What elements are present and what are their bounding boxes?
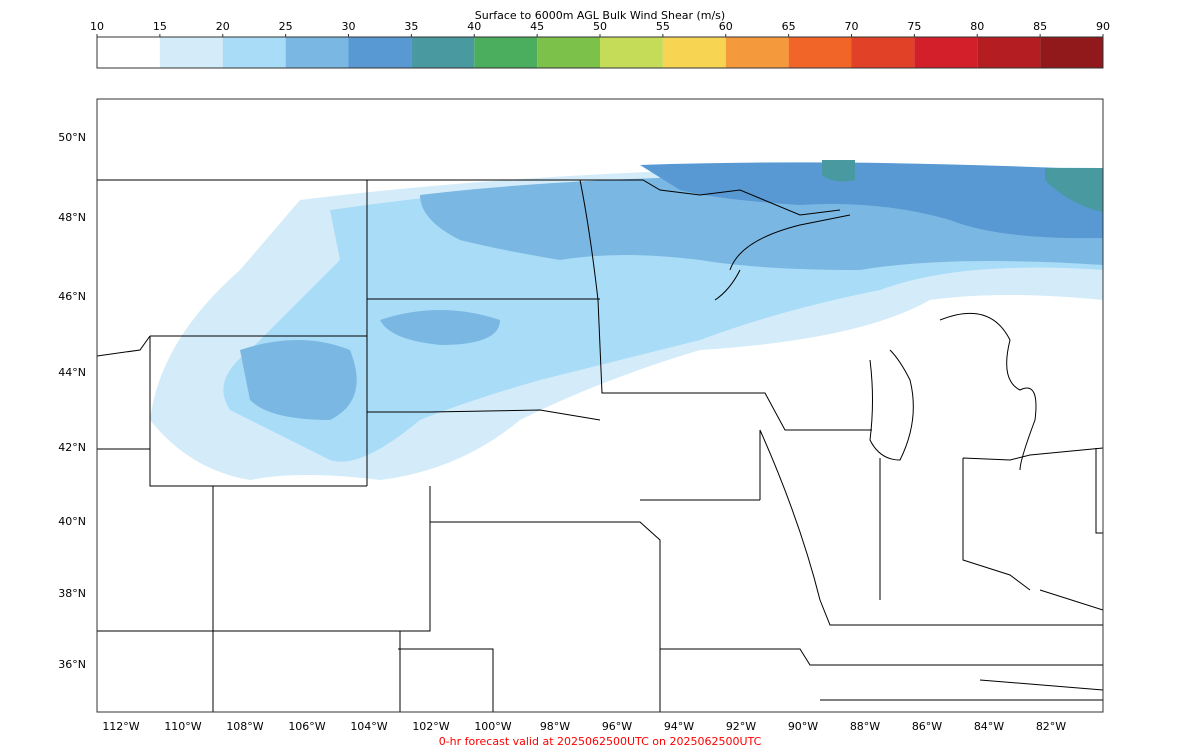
colorbar-tick-label: 75 bbox=[907, 20, 921, 33]
colorbar-segment bbox=[788, 37, 852, 68]
colorbar-segment bbox=[474, 37, 538, 68]
colorbar-tick-label: 30 bbox=[342, 20, 356, 33]
colorbar-segment bbox=[411, 37, 475, 68]
colorbar-tick-label: 60 bbox=[719, 20, 733, 33]
lon-label: 96°W bbox=[602, 720, 632, 733]
lon-label: 86°W bbox=[912, 720, 942, 733]
colorbar-segment bbox=[97, 37, 160, 68]
colorbar-segment bbox=[1040, 37, 1103, 68]
lon-label: 82°W bbox=[1036, 720, 1066, 733]
map bbox=[97, 99, 1103, 712]
colorbar-segment bbox=[600, 37, 663, 68]
colorbar-segment bbox=[348, 37, 412, 68]
colorbar-tick-label: 15 bbox=[153, 20, 167, 33]
lat-label: 48°N bbox=[58, 211, 86, 224]
axis-labels: 112°W 110°W 108°W 106°W 104°W 102°W 100°W 98°W 9… bbox=[58, 131, 1066, 733]
lon-label: 108°W bbox=[226, 720, 263, 733]
map-frame bbox=[96, 98, 1104, 713]
lon-label: 100°W bbox=[474, 720, 511, 733]
colorbar-segment bbox=[537, 37, 600, 68]
colorbar-segment bbox=[285, 37, 349, 68]
colorbar-tick-label: 45 bbox=[530, 20, 544, 33]
lat-label: 44°N bbox=[58, 366, 86, 379]
colorbar-frame bbox=[96, 36, 1104, 69]
colorbar-tick-label: 40 bbox=[467, 20, 481, 33]
lat-label: 42°N bbox=[58, 441, 86, 454]
lat-label: 46°N bbox=[58, 290, 86, 303]
colorbar-tick-label: 55 bbox=[656, 20, 670, 33]
lon-label: 98°W bbox=[540, 720, 570, 733]
lon-label: 94°W bbox=[664, 720, 694, 733]
lon-label: 110°W bbox=[164, 720, 201, 733]
lat-label: 36°N bbox=[58, 658, 86, 671]
lon-label: 112°W bbox=[102, 720, 139, 733]
lon-label: 88°W bbox=[850, 720, 880, 733]
lon-label: 104°W bbox=[350, 720, 387, 733]
colorbar-tick-label: 10 bbox=[90, 20, 104, 33]
lat-label: 50°N bbox=[58, 131, 86, 144]
colorbar-tick-label: 50 bbox=[593, 20, 607, 33]
lon-label: 92°W bbox=[726, 720, 756, 733]
colorbar-segment bbox=[725, 37, 789, 68]
lat-label: 38°N bbox=[58, 587, 86, 600]
colorbar-tick-label: 20 bbox=[216, 20, 230, 33]
shade-25b bbox=[240, 310, 500, 420]
colorbar-tick-label: 35 bbox=[404, 20, 418, 33]
lon-label: 84°W bbox=[974, 720, 1004, 733]
colorbar-segment bbox=[977, 37, 1041, 68]
shade-35 bbox=[822, 160, 1103, 212]
colorbar: 10 15 20 25 30 35 40 45 50 55 60 65 70 75 80 85 90 bbox=[90, 20, 1110, 68]
colorbar-segment bbox=[662, 37, 726, 68]
footer: 0-hr forecast valid at 2025062500UTC on … bbox=[439, 735, 762, 748]
lon-label: 106°W bbox=[288, 720, 325, 733]
colorbar-segment bbox=[914, 37, 978, 68]
colorbar-segment bbox=[851, 37, 915, 68]
colorbar-tick-label: 65 bbox=[782, 20, 796, 33]
lon-label: 102°W bbox=[412, 720, 449, 733]
lat-label: 40°N bbox=[58, 515, 86, 528]
lon-label: 90°W bbox=[788, 720, 818, 733]
colorbar-tick-label: 70 bbox=[845, 20, 859, 33]
shade-30 bbox=[640, 162, 1103, 239]
colorbar-tick-label: 80 bbox=[970, 20, 984, 33]
colorbar-tick-label: 85 bbox=[1033, 20, 1047, 33]
colorbar-tick-label: 25 bbox=[279, 20, 293, 33]
colorbar-segment bbox=[222, 37, 286, 68]
colorbar-tick-label: 90 bbox=[1096, 20, 1110, 33]
colorbar-segment bbox=[159, 37, 223, 68]
colorbar-title: Surface to 6000m AGL Bulk Wind Shear (m/… bbox=[475, 9, 725, 22]
